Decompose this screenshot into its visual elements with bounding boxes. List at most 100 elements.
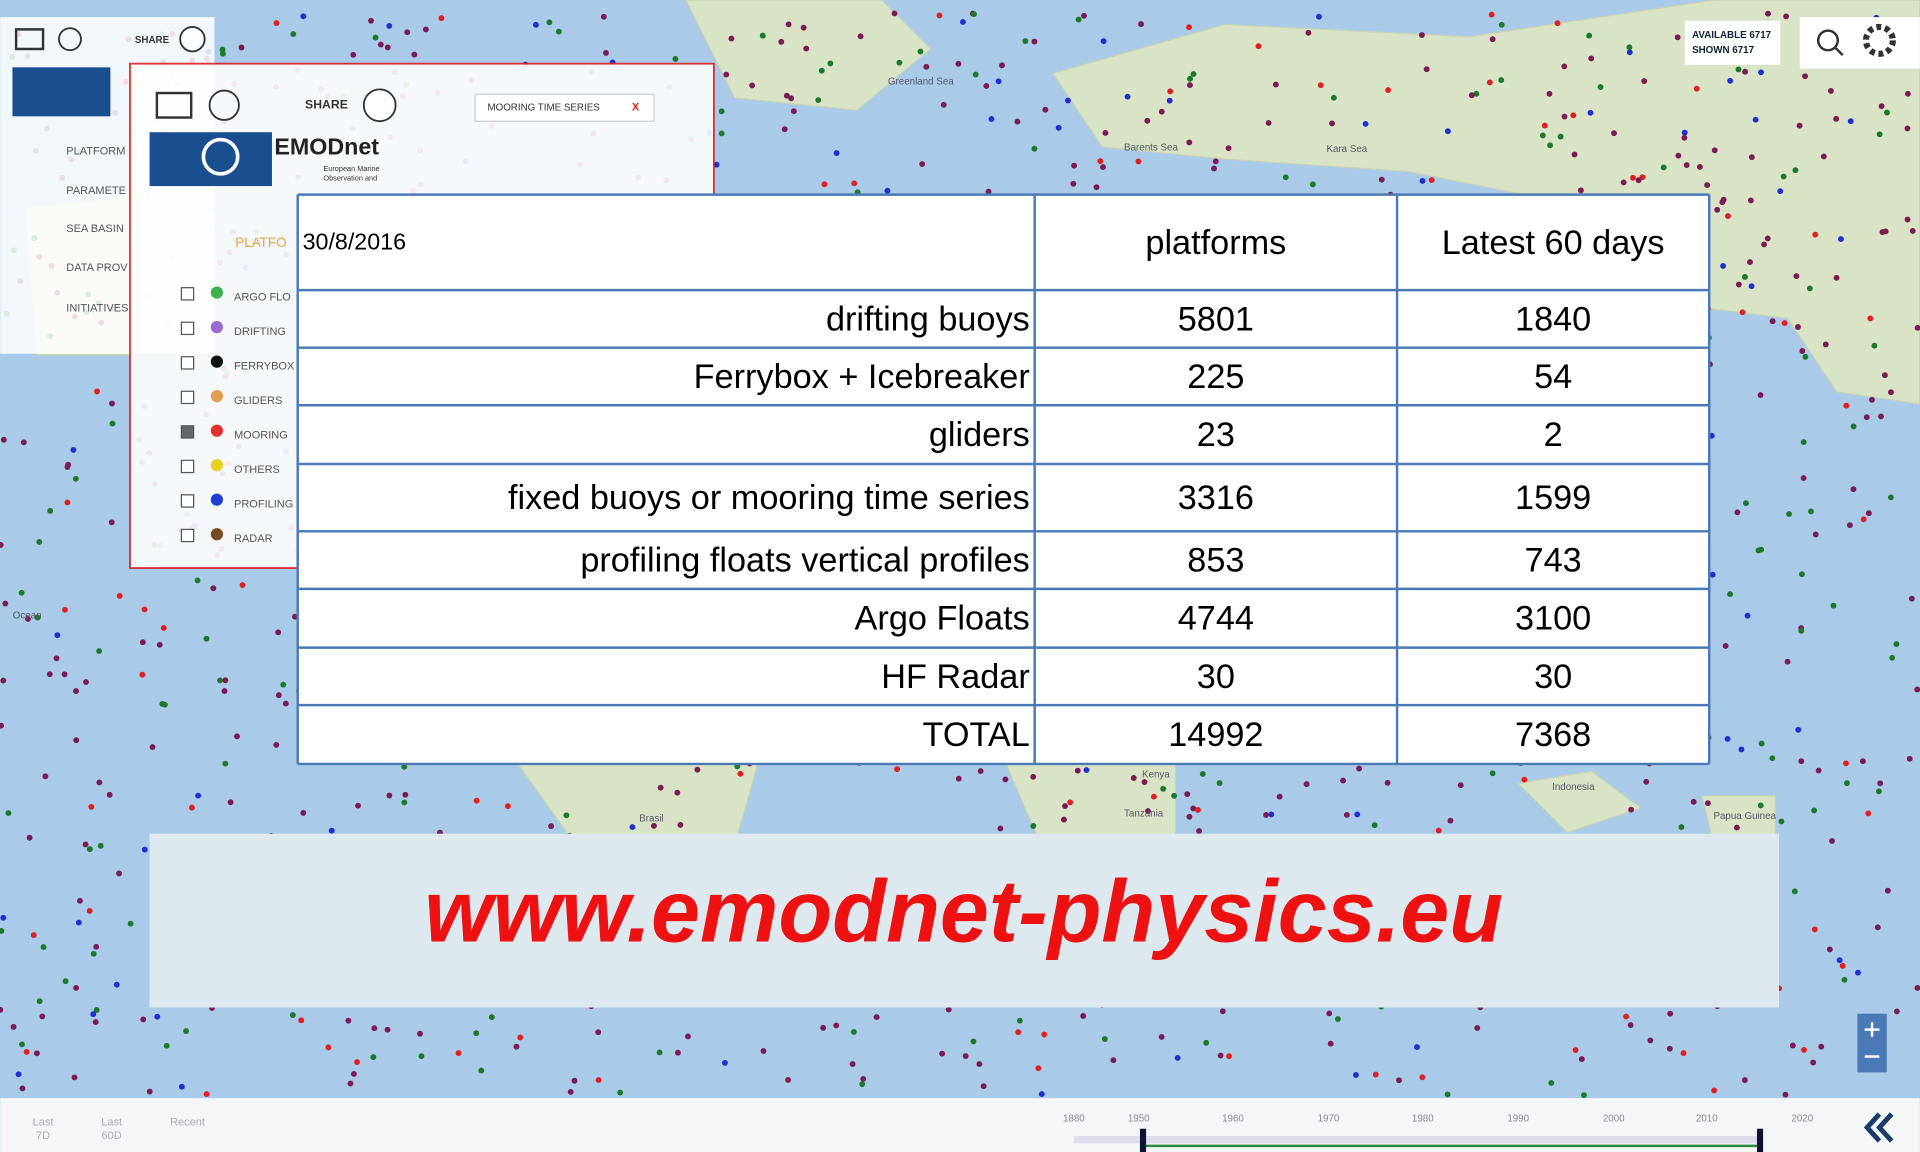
platform-dot[interactable] [1420, 178, 1426, 184]
platform-dot[interactable] [1813, 532, 1819, 538]
platform-dot[interactable] [955, 61, 961, 67]
platform-dot[interactable] [34, 1050, 40, 1056]
platform-dot[interactable] [941, 102, 947, 108]
platform-dot[interactable] [11, 1024, 17, 1030]
platform-dot[interactable] [189, 805, 195, 811]
platform-dot[interactable] [1159, 109, 1165, 115]
platform-dot[interactable] [300, 13, 306, 19]
platform-dot[interactable] [923, 64, 929, 70]
platform-dot[interactable] [1905, 217, 1911, 223]
platform-dot[interactable] [73, 737, 79, 743]
platform-dot[interactable] [1747, 259, 1753, 265]
platform-dot[interactable] [1842, 977, 1848, 983]
platform-dot[interactable] [154, 1014, 160, 1020]
platform-dot[interactable] [1675, 153, 1681, 159]
platform-dot[interactable] [419, 1053, 425, 1059]
platform-dot[interactable] [65, 462, 71, 468]
platform-dot[interactable] [423, 26, 429, 32]
platform-dot[interactable] [1041, 1032, 1047, 1038]
platform-dot[interactable] [1855, 970, 1861, 976]
share-label[interactable]: SHARE [135, 35, 170, 46]
platform-dot[interactable] [1031, 146, 1037, 152]
platform-dot[interactable] [1469, 92, 1475, 98]
platform-dot[interactable] [860, 1076, 866, 1082]
platform-dot[interactable] [1256, 43, 1262, 49]
platform-dot[interactable] [728, 36, 734, 42]
platform-dot[interactable] [1310, 181, 1316, 187]
platform-dot[interactable] [999, 62, 1005, 68]
platform-dot[interactable] [1675, 34, 1681, 40]
platform-dot[interactable] [1844, 780, 1850, 786]
platform-dot[interactable] [222, 761, 228, 767]
platform-dot[interactable] [1749, 154, 1755, 160]
platform-dot[interactable] [1712, 147, 1718, 153]
platform-dot[interactable] [760, 33, 766, 39]
platform-dot[interactable] [1727, 591, 1733, 597]
platform-dot[interactable] [1828, 88, 1834, 94]
menu-item[interactable]: INITIATIVES [66, 302, 128, 314]
platform-dot[interactable] [1414, 1044, 1420, 1050]
platform-dot[interactable] [290, 31, 296, 37]
platform-dot[interactable] [1558, 134, 1564, 140]
platform-dot[interactable] [1070, 181, 1076, 187]
platform-dot[interactable] [36, 539, 42, 545]
platform-dot[interactable] [1812, 232, 1818, 238]
platform-dot[interactable] [1588, 110, 1594, 116]
platform-dot[interactable] [179, 1084, 185, 1090]
platform-dot[interactable] [489, 1014, 495, 1020]
platform-dot[interactable] [1851, 486, 1857, 492]
platform-dot[interactable] [300, 810, 306, 816]
platform-dot[interactable] [1885, 888, 1891, 894]
platform-dot[interactable] [1316, 14, 1322, 20]
platform-dot[interactable] [109, 401, 115, 407]
platform-dot[interactable] [956, 776, 962, 782]
platform-dot[interactable] [981, 1083, 987, 1089]
platform-dot[interactable] [88, 804, 94, 810]
platform-dot[interactable] [298, 1017, 304, 1023]
platform-dot[interactable] [1861, 516, 1867, 522]
platform-dot[interactable] [1217, 780, 1223, 786]
platform-dot[interactable] [161, 625, 167, 631]
platform-dot[interactable] [370, 1054, 376, 1060]
platform-dot[interactable] [41, 944, 47, 950]
platform-dot[interactable] [1521, 777, 1527, 783]
platform-dot[interactable] [1691, 799, 1697, 805]
platform-dot[interactable] [1, 437, 7, 443]
platform-dot[interactable] [1572, 152, 1578, 158]
platform-dot[interactable] [1869, 397, 1875, 403]
menu-item[interactable]: PARAMETE [66, 185, 126, 197]
platform-dot[interactable] [378, 42, 384, 48]
platform-dot[interactable] [62, 607, 68, 613]
platform-dot[interactable] [1187, 76, 1193, 82]
platform-dot[interactable] [1030, 823, 1036, 829]
platform-dot[interactable] [801, 25, 807, 31]
platform-dot[interactable] [1681, 1050, 1687, 1056]
platform-dot[interactable] [1014, 119, 1020, 125]
platform-dot[interactable] [1694, 86, 1700, 92]
platform-dot[interactable] [1876, 788, 1882, 794]
platform-dot[interactable] [240, 582, 246, 588]
banner-url[interactable]: www.emodnet-physics.eu [424, 861, 1503, 960]
platform-dot[interactable] [675, 1050, 681, 1056]
platform-dot[interactable] [1808, 509, 1814, 515]
platform-dot[interactable] [1720, 263, 1726, 269]
platform-dot[interactable] [1799, 348, 1805, 354]
platform-dot[interactable] [1159, 1034, 1165, 1040]
platform-dot[interactable] [1081, 13, 1087, 19]
platform-dot[interactable] [1833, 116, 1839, 122]
platform-dot[interactable] [1101, 38, 1107, 44]
platform-dot[interactable] [1723, 643, 1729, 649]
platform-dot[interactable] [195, 577, 201, 583]
platform-dot[interactable] [1865, 810, 1871, 816]
platform-dot[interactable] [1759, 741, 1765, 747]
platform-dot[interactable] [1792, 167, 1798, 173]
platform-dot[interactable] [1758, 392, 1764, 398]
platform-dot[interactable] [1907, 756, 1913, 762]
platform-dot[interactable] [1017, 1018, 1023, 1024]
platform-dot[interactable] [1770, 318, 1776, 324]
platform-dot[interactable] [1419, 32, 1425, 38]
platform-dot[interactable] [128, 921, 134, 927]
platform-dot[interactable] [939, 1051, 945, 1057]
platform-label[interactable]: ARGO FLO [234, 291, 291, 303]
platform-dot[interactable] [694, 767, 700, 773]
